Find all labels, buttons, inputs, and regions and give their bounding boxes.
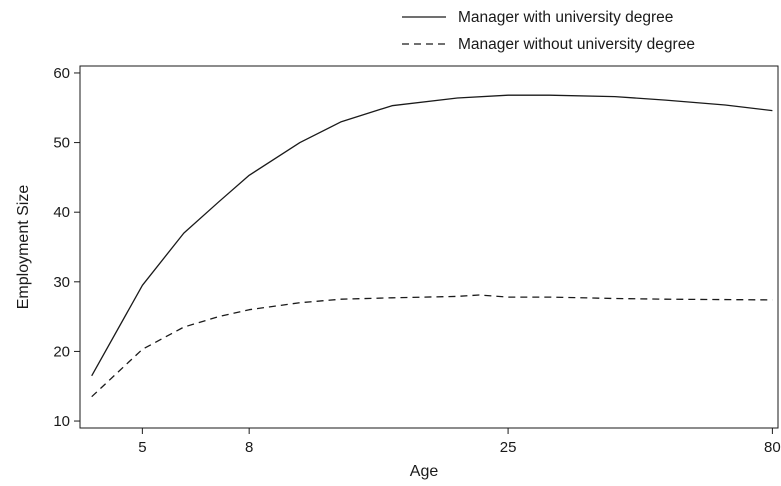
- y-tick-label: 50: [53, 135, 70, 152]
- series-layer: [91, 94, 773, 398]
- plot-frame: [79, 65, 779, 429]
- x-axis-label: Age: [410, 463, 439, 480]
- x-tick-label: 25: [500, 439, 517, 456]
- x-tick-label: 8: [245, 439, 253, 456]
- series-line-with-degree: [91, 94, 773, 377]
- y-axis-label: Employment Size: [15, 185, 32, 310]
- y-tick-label: 10: [53, 413, 70, 430]
- legend-label-without-degree: Manager without university degree: [458, 36, 695, 53]
- x-tick-label: 5: [138, 439, 146, 456]
- y-tick-label: 60: [53, 65, 70, 82]
- y-tick-label: 20: [53, 343, 70, 360]
- legend-label-with-degree: Manager with university degree: [458, 9, 673, 26]
- series-line-without-degree: [91, 294, 773, 398]
- legend: Manager with university degree Manager w…: [402, 9, 695, 53]
- y-axis: 10 20 30 40 50 60: [53, 65, 80, 430]
- x-axis: 5 8 25 80: [138, 428, 781, 456]
- y-tick-label: 40: [53, 204, 70, 221]
- x-tick-label: 80: [764, 439, 781, 456]
- y-tick-label: 30: [53, 274, 70, 291]
